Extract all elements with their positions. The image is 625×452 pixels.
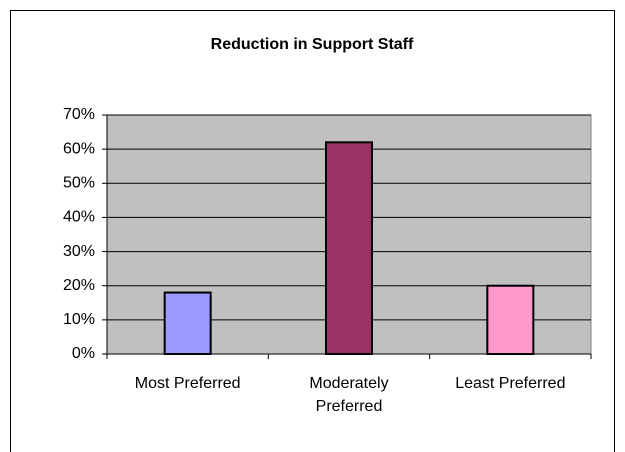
y-tick-label: 20% xyxy=(63,277,95,294)
y-tick-label: 40% xyxy=(63,209,95,226)
x-tick-label: Most Preferred xyxy=(134,375,241,392)
chart-title: Reduction in Support Staff xyxy=(211,36,414,53)
y-tick-label: 50% xyxy=(63,175,95,192)
y-tick-label: 30% xyxy=(63,243,95,260)
x-tick-label: Moderately Preferred xyxy=(309,375,389,415)
y-tick-label: 70% xyxy=(63,106,95,123)
y-tick-label: 10% xyxy=(63,311,95,328)
bar xyxy=(163,291,212,355)
y-tick-label: 0% xyxy=(72,345,95,362)
bar xyxy=(486,284,535,356)
x-tick-label: Least Preferred xyxy=(455,375,566,392)
bar xyxy=(325,141,373,355)
y-tick-label: 60% xyxy=(63,140,95,157)
